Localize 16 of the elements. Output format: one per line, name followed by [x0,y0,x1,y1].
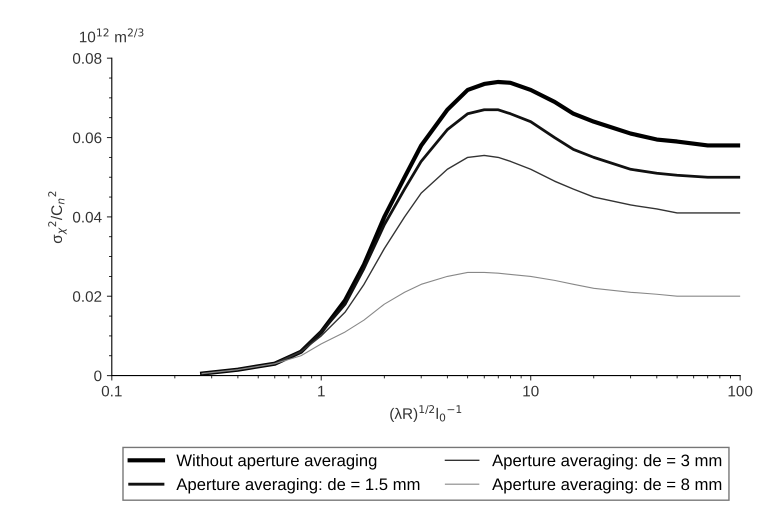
x-axis-title: (λR)$^{1/2}$l$_{0}$$^{−1}$ [390,405,462,422]
y-tick-label: 0.08 [72,53,102,64]
legend-label: Aperture averaging: de = 3 mm [492,454,722,470]
x-tick-label: 10 [523,386,539,397]
x-tick-label: 1 [318,386,325,396]
y-tick-label: 0.04 [72,212,102,223]
x-tick-label: 0.1 [102,386,122,397]
x-tick-label: 100 [728,386,752,397]
y-tick-label: 0.06 [72,132,102,144]
y-tick-label: 0 [94,370,102,382]
legend-label: Aperture averaging: de = 1.5 mm [176,478,420,494]
y-axis-title: σ$_{χ}$$^{2}$/C$_{n}$$^{2}$ [48,192,67,244]
y-tick-label: 0.02 [72,291,102,302]
legend-label: Without aperture averaging [176,454,376,470]
legend-label: Aperture averaging: de = 8 mm [492,478,722,494]
text: 10$^{12}$ m$^{2/3}$ [80,28,144,42]
